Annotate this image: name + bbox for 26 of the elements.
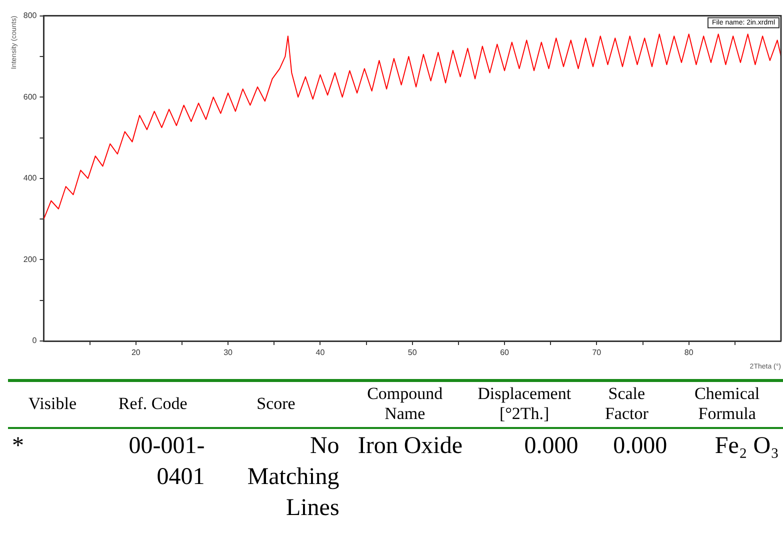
y-tick-label: 600 bbox=[23, 92, 38, 102]
text: Chemical Formula bbox=[694, 383, 761, 426]
text: No Matching Lines bbox=[246, 432, 340, 524]
text: 00-001-0401 bbox=[128, 432, 206, 492]
text: * bbox=[11, 432, 25, 461]
x-tick-label: 80 bbox=[684, 348, 694, 358]
text: Fe₂ O₃ bbox=[714, 432, 780, 461]
y-tick-label: 800 bbox=[23, 11, 38, 20]
text: Displacement [°2Th.] bbox=[476, 383, 572, 426]
x-tick-label: 30 bbox=[224, 348, 234, 358]
x-tick-label: 70 bbox=[592, 348, 602, 358]
text: Ref. Code bbox=[117, 393, 188, 416]
y-tick-label: 400 bbox=[23, 174, 38, 183]
x-tick-label: 60 bbox=[500, 348, 510, 358]
text: 0.000 bbox=[523, 432, 580, 461]
text: Score bbox=[256, 393, 296, 416]
text: Visible bbox=[27, 393, 78, 416]
text: 0.000 bbox=[612, 432, 668, 461]
y-tick-label: 0 bbox=[32, 336, 38, 346]
x-tick-label: 20 bbox=[131, 348, 141, 358]
text: Iron Oxide bbox=[356, 432, 464, 461]
x-tick-label: 50 bbox=[408, 348, 418, 358]
text: Scale Factor bbox=[604, 383, 650, 426]
x-tick-label: 40 bbox=[316, 348, 326, 358]
text: Compound Name bbox=[366, 383, 444, 426]
y-tick-label: 200 bbox=[23, 254, 38, 264]
